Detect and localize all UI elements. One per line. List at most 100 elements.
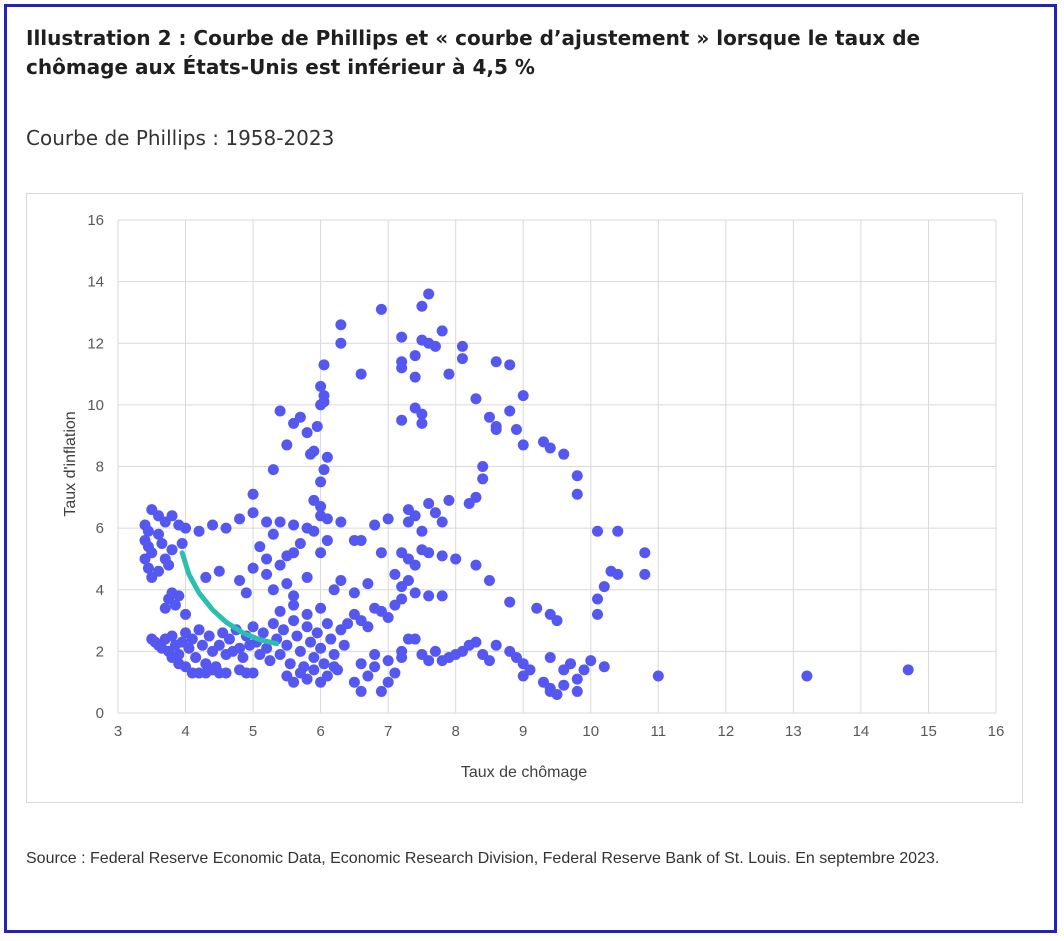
- data-point: [470, 393, 482, 405]
- data-point: [517, 670, 529, 682]
- x-tick-label: 3: [114, 723, 122, 740]
- data-point: [308, 525, 320, 537]
- data-point: [592, 525, 604, 537]
- data-point: [294, 411, 306, 423]
- grid-lines: [117, 219, 997, 714]
- data-point: [375, 685, 387, 697]
- data-point: [315, 642, 327, 654]
- data-point: [504, 359, 516, 371]
- x-tick-label: 14: [853, 723, 870, 740]
- data-point: [159, 602, 171, 614]
- data-point: [335, 319, 347, 331]
- data-point: [504, 405, 516, 417]
- data-point: [301, 673, 313, 685]
- data-point: [274, 405, 286, 417]
- data-point: [308, 445, 320, 457]
- data-point: [571, 673, 583, 685]
- data-point: [277, 624, 289, 636]
- data-point: [213, 639, 225, 651]
- data-point: [163, 559, 175, 571]
- data-point: [902, 664, 914, 676]
- data-point: [423, 497, 435, 509]
- data-point: [288, 519, 300, 531]
- data-point: [612, 568, 624, 580]
- y-tick-label: 12: [87, 335, 104, 352]
- adjustment-curve: [179, 550, 280, 647]
- data-point: [382, 676, 394, 688]
- data-point: [544, 442, 556, 454]
- data-point: [612, 525, 624, 537]
- data-point: [294, 645, 306, 657]
- data-point: [477, 473, 489, 485]
- data-point: [355, 685, 367, 697]
- data-point: [571, 685, 583, 697]
- data-point: [261, 516, 273, 528]
- data-point: [247, 507, 259, 519]
- x-axis-label: Taux de chômage: [461, 764, 587, 781]
- data-point: [267, 464, 279, 476]
- data-point: [382, 611, 394, 623]
- data-point: [325, 633, 337, 645]
- phillips-scatter-chart: 3 4 5 6 7 8 9 10 11 12 13 14 15 16 0 2 4 6 8 10 12 14 16 Taux …: [62, 212, 1004, 781]
- data-point: [315, 476, 327, 488]
- data-point: [315, 547, 327, 559]
- data-point: [382, 513, 394, 525]
- y-tick-label: 10: [87, 397, 104, 414]
- data-point: [592, 593, 604, 605]
- x-tick-label: 6: [316, 723, 324, 740]
- data-point: [429, 340, 441, 352]
- data-point: [237, 652, 249, 664]
- data-point: [409, 510, 421, 522]
- y-tick-label: 4: [96, 582, 104, 599]
- data-point: [190, 652, 202, 664]
- data-point: [328, 648, 340, 660]
- data-point: [517, 439, 529, 451]
- data-point: [308, 664, 320, 676]
- chart-panel: 3 4 5 6 7 8 9 10 11 12 13 14 15 16 0 2 4 6 8 10 12 14 16 Taux …: [26, 193, 1023, 803]
- data-point: [304, 636, 316, 648]
- data-point: [592, 608, 604, 620]
- data-point: [558, 679, 570, 691]
- data-point: [311, 420, 323, 432]
- data-point: [193, 525, 205, 537]
- data-point: [234, 642, 246, 654]
- data-point: [416, 300, 428, 312]
- data-point: [402, 575, 414, 587]
- data-point: [531, 602, 543, 614]
- data-point: [166, 544, 178, 556]
- data-point: [186, 633, 198, 645]
- data-point: [409, 633, 421, 645]
- data-point: [247, 621, 259, 633]
- data-point: [652, 670, 664, 682]
- data-point: [166, 630, 178, 642]
- x-tick-label: 10: [582, 723, 599, 740]
- data-point: [389, 667, 401, 679]
- data-point: [443, 368, 455, 380]
- data-point: [490, 639, 502, 651]
- data-point: [261, 553, 273, 565]
- data-point: [321, 513, 333, 525]
- data-point: [328, 661, 340, 673]
- data-point: [355, 368, 367, 380]
- data-point: [274, 605, 286, 617]
- data-point: [284, 658, 296, 670]
- data-point: [470, 636, 482, 648]
- data-point: [517, 390, 529, 402]
- data-point: [355, 658, 367, 670]
- data-point: [544, 608, 556, 620]
- data-point: [639, 568, 651, 580]
- data-point: [301, 427, 313, 439]
- x-tick-label: 11: [651, 723, 667, 740]
- data-point: [308, 652, 320, 664]
- data-point: [213, 565, 225, 577]
- data-point: [288, 590, 300, 602]
- data-point: [274, 516, 286, 528]
- data-point: [335, 516, 347, 528]
- data-point: [153, 565, 165, 577]
- data-point: [585, 655, 597, 667]
- data-point: [416, 408, 428, 420]
- data-point: [274, 559, 286, 571]
- data-point: [443, 494, 455, 506]
- y-tick-label: 6: [96, 520, 104, 537]
- data-point: [247, 667, 259, 679]
